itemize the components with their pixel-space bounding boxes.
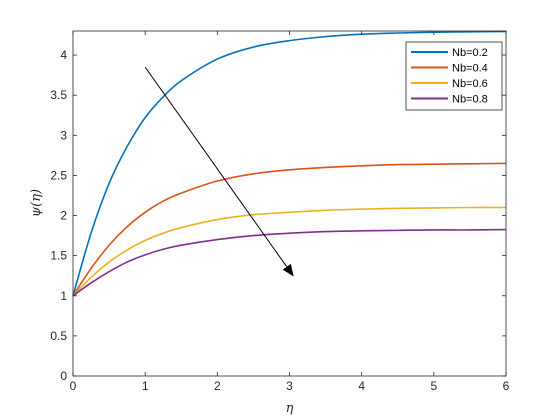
legend: Nb=0.2 Nb=0.4 Nb=0.6 Nb=0.8 [405, 41, 503, 111]
x-tick-label: 5 [430, 379, 437, 393]
annotation-layer [144, 66, 294, 277]
y-tick-label: 3 [60, 128, 67, 142]
y-tick-label: 1.5 [50, 249, 67, 263]
x-tick-label: 1 [142, 379, 149, 393]
x-tick-label: 2 [214, 379, 221, 393]
y-tick-label: 2.5 [50, 168, 67, 182]
x-tick-label: 4 [358, 379, 365, 393]
series-line-1 [72, 30, 507, 296]
x-tick-label: 0 [70, 379, 77, 393]
trend-arrow-1 [144, 66, 294, 277]
y-tick-label: 3.5 [50, 88, 67, 102]
y-tick-label: 2 [60, 209, 67, 223]
series-layer [72, 30, 507, 297]
x-axis-label: η [286, 401, 294, 416]
series-line-3 [72, 206, 507, 297]
y-tick-label: 0 [60, 369, 67, 383]
series-line-4 [72, 228, 507, 297]
x-tick-label: 6 [503, 379, 510, 393]
legend-label: Nb=0.6 [452, 78, 488, 90]
y-tick-label: 0.5 [50, 329, 67, 343]
axes-layer: 0 1 2 3 4 5 6 0 0.5 1 1.5 2 2.5 3 3.5 4 [50, 31, 510, 393]
legend-label: Nb=0.2 [452, 47, 488, 59]
x-tick-label: 3 [286, 379, 293, 393]
y-tick-label: 4 [60, 48, 67, 62]
legend-label: Nb=0.4 [452, 63, 488, 75]
legend-label: Nb=0.8 [452, 94, 488, 106]
y-axis-label: ψ(η) [29, 189, 44, 217]
series-line-2 [72, 162, 507, 297]
y-tick-label: 1 [60, 289, 67, 303]
